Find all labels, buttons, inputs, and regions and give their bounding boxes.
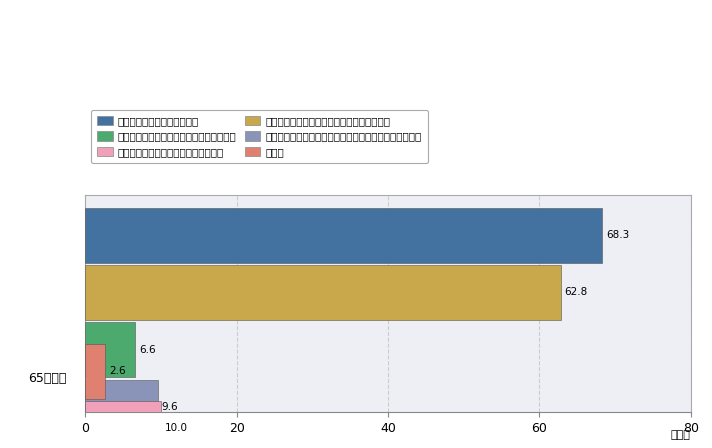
Bar [85,344,105,399]
Bar [85,323,135,377]
Text: 6.6: 6.6 [139,345,156,355]
Text: 9.6: 9.6 [162,402,179,412]
Bar [85,379,158,434]
Text: 65歳未満: 65歳未満 [28,372,66,385]
Text: 10.0: 10.0 [165,423,188,434]
Text: （％）: （％） [671,430,691,439]
Text: 62.8: 62.8 [565,288,587,297]
Legend: 周囲の状況に注意を払わない, 周囲の状況によく気を配って運転している, 高齢者とそれ以外で特段の違いはない, ブレーキを踏むのが遅れるなど，反応が遅い, 安全意: 周囲の状況に注意を払わない, 周囲の状況によく気を配って運転している, 高齢者と… [90,110,428,163]
Text: 68.3: 68.3 [606,230,629,241]
Bar [85,437,130,448]
Text: 2.6: 2.6 [109,366,125,376]
Bar [85,265,560,320]
Bar [85,208,602,263]
Bar [85,401,161,448]
